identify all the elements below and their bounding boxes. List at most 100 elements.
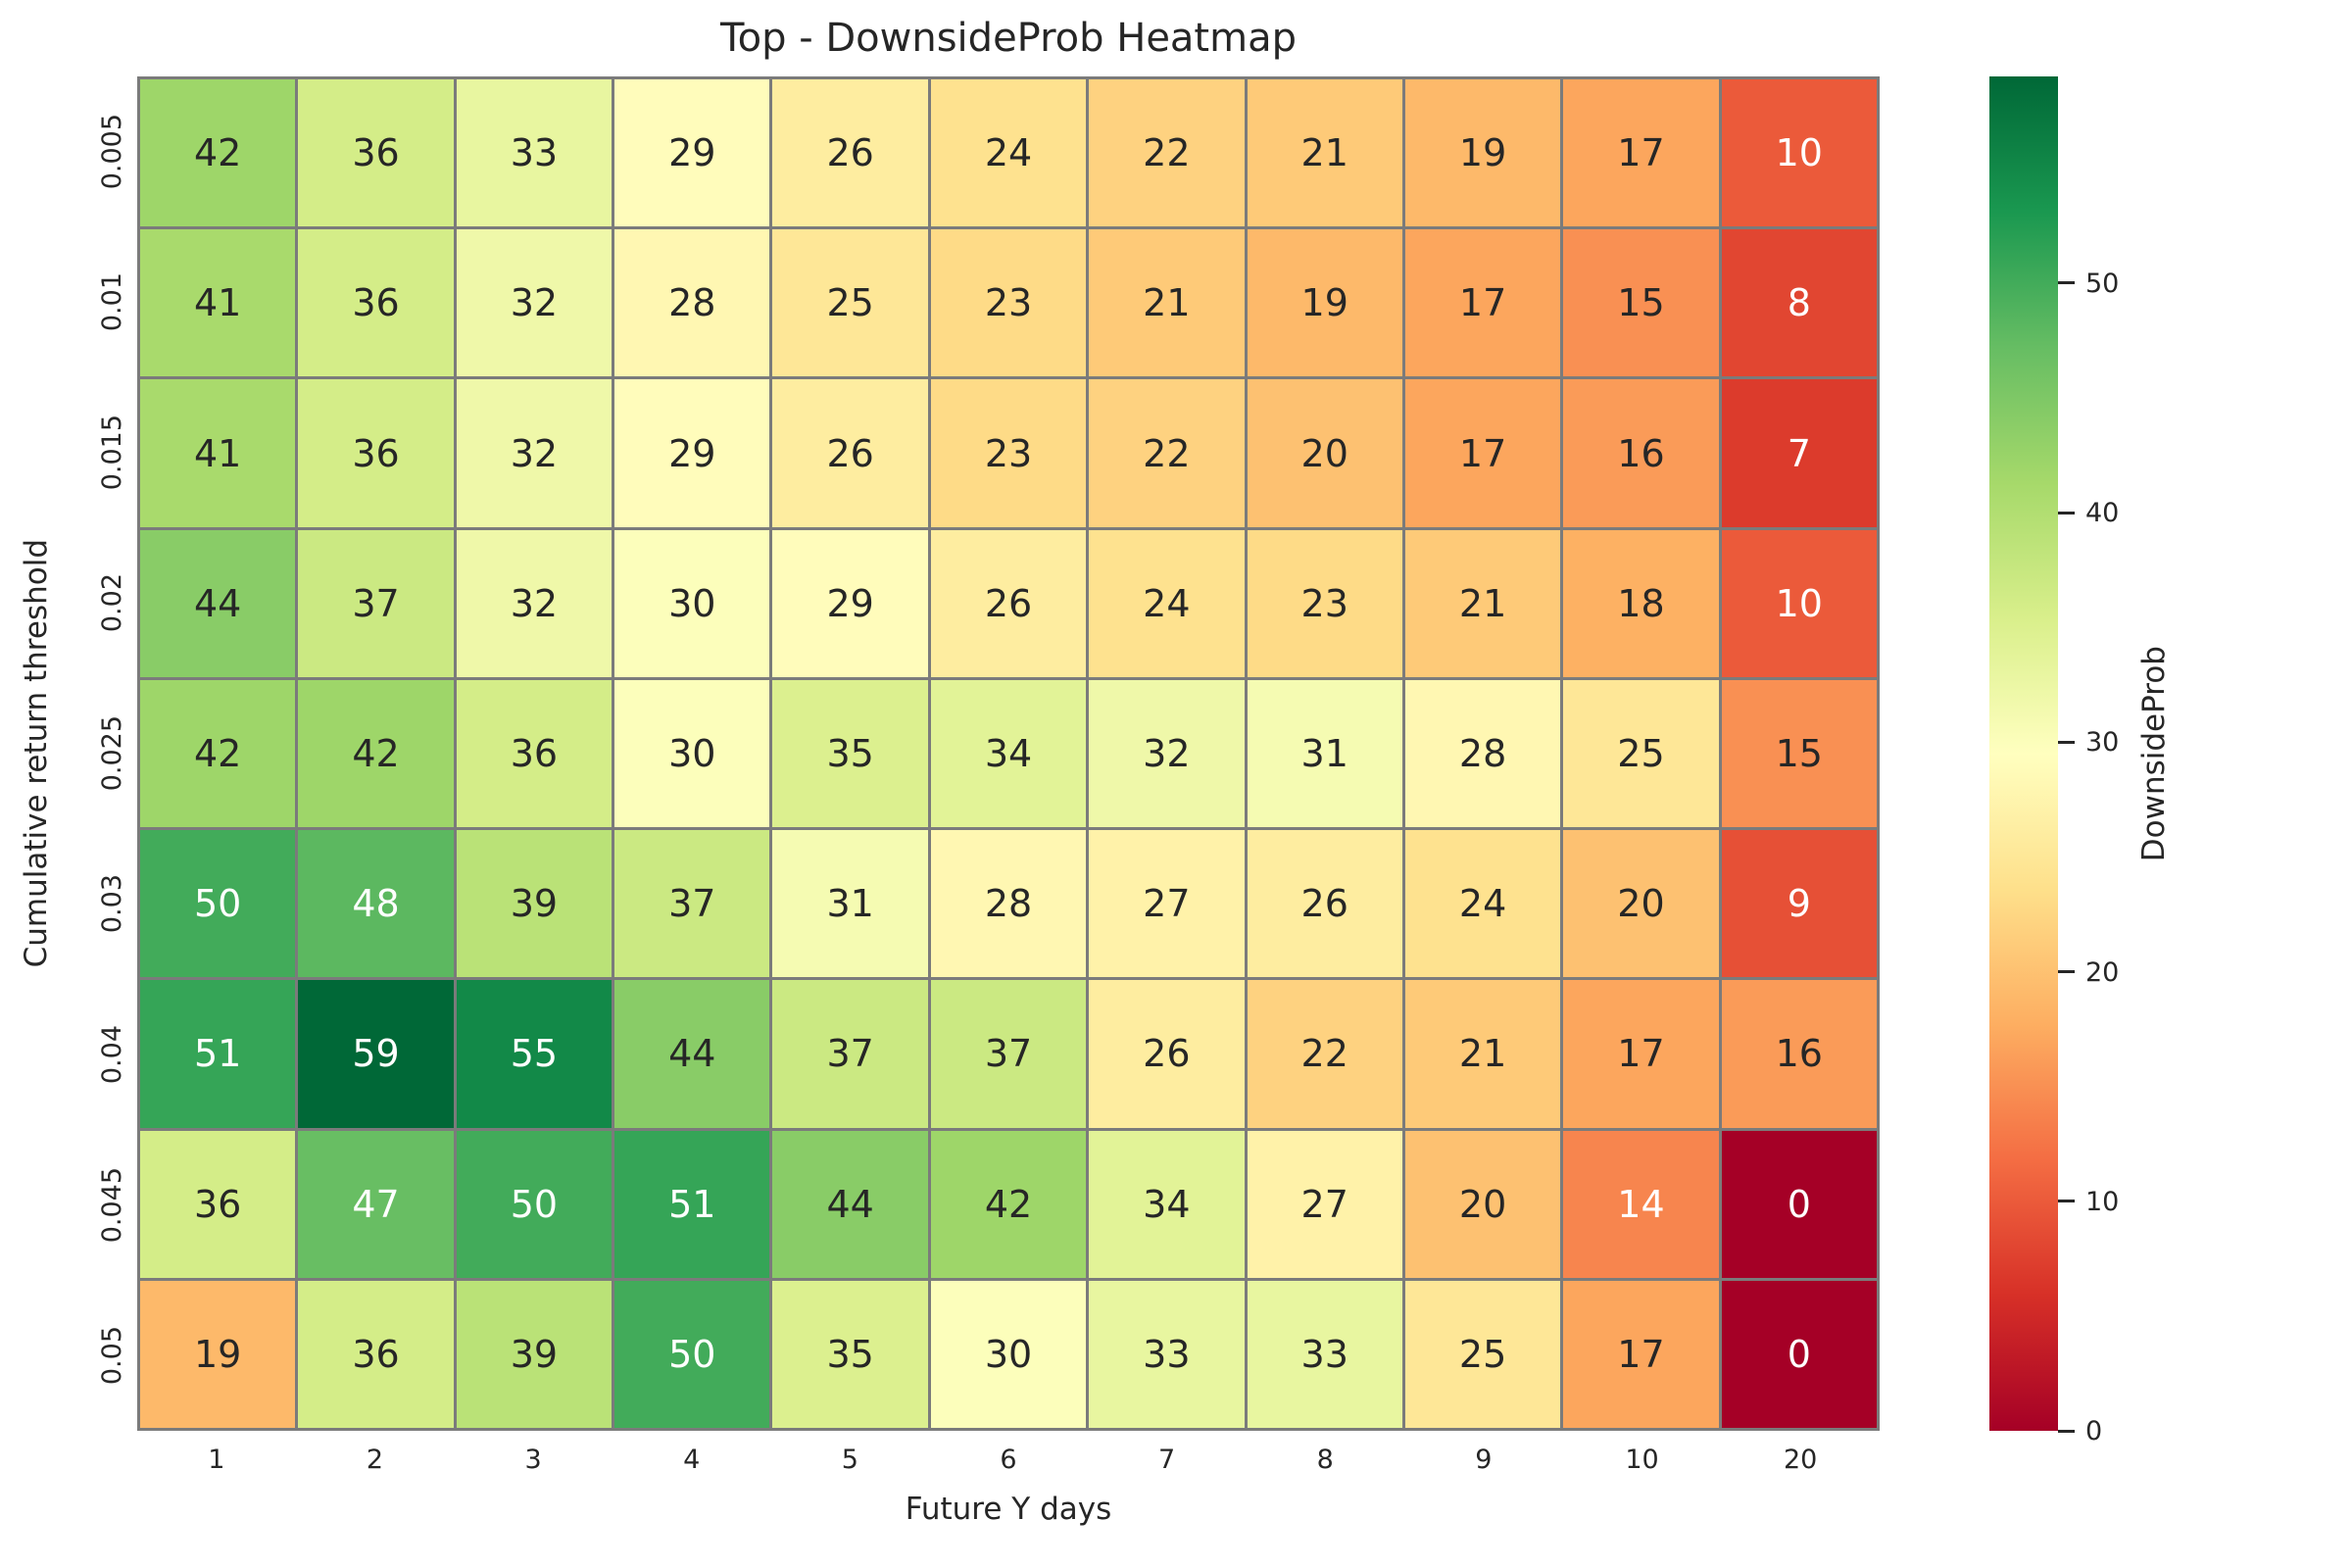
heatmap-cell: 20: [1247, 379, 1402, 527]
heatmap-cell: 34: [1089, 1130, 1245, 1278]
heatmap-cell: 36: [298, 229, 454, 377]
heatmap-cell: 50: [614, 1280, 770, 1428]
heatmap-cell: 26: [1247, 830, 1402, 978]
heatmap-cell: 34: [930, 679, 1087, 828]
heatmap-cell: 41: [140, 229, 296, 377]
heatmap-cell: 28: [930, 830, 1087, 978]
x-tick-label: 7: [1158, 1445, 1176, 1475]
x-tick-label: 5: [841, 1445, 858, 1475]
heatmap-cell: 26: [930, 529, 1087, 677]
heatmap-cell: 27: [1247, 1130, 1402, 1278]
y-axis-label: Cumulative return threshold: [19, 539, 54, 968]
heatmap-cell: 29: [614, 79, 770, 227]
heatmap-cell: 36: [298, 79, 454, 227]
heatmap-cell: 21: [1247, 79, 1402, 227]
heatmap-cell: 18: [1563, 529, 1719, 677]
heatmap-cell: 41: [140, 379, 296, 527]
heatmap-cell: 9: [1721, 830, 1877, 978]
heatmap-cell: 22: [1089, 79, 1245, 227]
colorbar-tick-mark: [2058, 740, 2075, 744]
heatmap-cell: 26: [772, 379, 928, 527]
heatmap-cell: 42: [140, 79, 296, 227]
heatmap-cell: 23: [930, 229, 1087, 377]
heatmap-cell: 37: [614, 830, 770, 978]
heatmap-cell: 24: [1404, 830, 1561, 978]
heatmap-cell: 50: [456, 1130, 612, 1278]
heatmap-cell: 50: [140, 830, 296, 978]
heatmap-cell: 44: [140, 529, 296, 677]
heatmap-cell: 42: [298, 679, 454, 828]
heatmap-cell: 16: [1563, 379, 1719, 527]
heatmap-cell: 28: [614, 229, 770, 377]
colorbar-tick-label: 30: [2085, 727, 2120, 759]
y-tick-label-text: 0.04: [97, 1025, 127, 1085]
heatmap-cell: 31: [1247, 679, 1402, 828]
y-tick-label: 0.05: [82, 1280, 127, 1431]
colorbar-tick-label: 20: [2085, 956, 2120, 988]
y-tick-label-text: 0.01: [97, 272, 127, 332]
colorbar-tick-label: 40: [2085, 498, 2120, 529]
heatmap-cell: 26: [1089, 980, 1245, 1128]
heatmap-cell: 21: [1404, 529, 1561, 677]
colorbar: [1989, 76, 2058, 1431]
heatmap-cell: 17: [1563, 1280, 1719, 1428]
heatmap-cell: 44: [772, 1130, 928, 1278]
chart-title: Top - DownsideProb Heatmap: [720, 16, 1297, 61]
heatmap-cell: 17: [1563, 79, 1719, 227]
heatmap-cell: 24: [930, 79, 1087, 227]
y-tick-label: 0.005: [82, 76, 127, 227]
y-tick-label: 0.025: [82, 678, 127, 829]
heatmap-cell: 32: [456, 379, 612, 527]
heatmap-cell: 0: [1721, 1280, 1877, 1428]
heatmap-cell: 37: [298, 529, 454, 677]
y-tick-label-text: 0.045: [97, 1167, 127, 1244]
heatmap-cell: 42: [930, 1130, 1087, 1278]
y-tick-label: 0.045: [82, 1130, 127, 1281]
heatmap-cell: 29: [614, 379, 770, 527]
y-tick-label-text: 0.03: [97, 874, 127, 934]
heatmap-cell: 33: [456, 79, 612, 227]
x-tick-label: 4: [683, 1445, 701, 1475]
heatmap-cell: 25: [1563, 679, 1719, 828]
heatmap-cell: 51: [614, 1130, 770, 1278]
colorbar-label: DownsideProb: [2136, 645, 2172, 862]
heatmap-cell: 10: [1721, 79, 1877, 227]
heatmap-cell: 19: [1404, 79, 1561, 227]
heatmap-cell: 8: [1721, 229, 1877, 377]
heatmap-cell: 17: [1563, 980, 1719, 1128]
heatmap-cell: 37: [772, 980, 928, 1128]
heatmap-cell: 21: [1404, 980, 1561, 1128]
heatmap-grid: 42 36 33 29 26 24 22 21 19 17 10 41 36 32 28 25 23 21 19 17…: [137, 76, 1880, 1431]
x-tick-label: 2: [366, 1445, 384, 1475]
x-tick-label: 1: [208, 1445, 225, 1475]
heatmap-cell: 21: [1089, 229, 1245, 377]
heatmap-cell: 25: [1404, 1280, 1561, 1428]
heatmap-cell: 32: [456, 229, 612, 377]
heatmap-cell: 28: [1404, 679, 1561, 828]
y-tick-label-text: 0.015: [97, 415, 127, 491]
heatmap-cell: 16: [1721, 980, 1877, 1128]
heatmap-cell: 30: [614, 679, 770, 828]
x-tick-label: 20: [1783, 1445, 1818, 1475]
heatmap-cell: 17: [1404, 379, 1561, 527]
heatmap-cell: 0: [1721, 1130, 1877, 1278]
heatmap-cell: 39: [456, 830, 612, 978]
heatmap-cell: 23: [930, 379, 1087, 527]
heatmap-cell: 15: [1563, 229, 1719, 377]
heatmap-cell: 35: [772, 679, 928, 828]
heatmap-cell: 20: [1404, 1130, 1561, 1278]
heatmap-cell: 59: [298, 980, 454, 1128]
y-tick-label-text: 0.02: [97, 573, 127, 633]
heatmap-cell: 24: [1089, 529, 1245, 677]
heatmap-cell: 10: [1721, 529, 1877, 677]
heatmap-cell: 31: [772, 830, 928, 978]
heatmap-cell: 27: [1089, 830, 1245, 978]
y-tick-label: 0.01: [82, 227, 127, 378]
heatmap-cell: 23: [1247, 529, 1402, 677]
heatmap-cell: 17: [1404, 229, 1561, 377]
heatmap-cell: 30: [614, 529, 770, 677]
heatmap-cell: 14: [1563, 1130, 1719, 1278]
y-tick-label-text: 0.005: [97, 114, 127, 190]
heatmap-cell: 22: [1089, 379, 1245, 527]
